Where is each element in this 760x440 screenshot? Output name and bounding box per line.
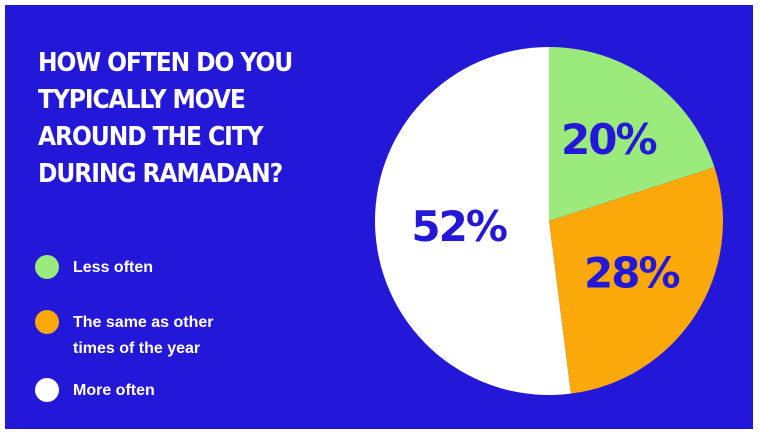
pie-slice-less-often [549, 47, 715, 221]
chart-title: HOW OFTEN DO YOU TYPICALLY MOVE AROUND T… [38, 48, 293, 189]
legend-swatch-same [35, 310, 59, 334]
legend-swatch-more-often [35, 378, 59, 402]
pie-slice-same [549, 167, 723, 394]
legend-label-less-often: Less often [73, 259, 154, 276]
legend-swatch-less-often [35, 255, 59, 279]
legend-item-more-often: More often [35, 378, 253, 404]
pie-label-less-often: 20% [561, 115, 656, 164]
legend-item-same: The same as other times of the year [35, 310, 253, 362]
pie-label-more-often: 52% [411, 202, 506, 251]
legend-label-more-often: More often [73, 382, 155, 399]
legend-item-less-often: Less often [35, 255, 253, 281]
pie-chart: 20% 28% 52% [375, 47, 723, 395]
pie-slice-more-often [375, 47, 571, 395]
pie-svg: 20% 28% 52% [375, 47, 723, 395]
pie-label-same: 28% [584, 249, 679, 298]
legend-label-same: The same as other times of the year [73, 314, 214, 357]
chart-card: HOW OFTEN DO YOU TYPICALLY MOVE AROUND T… [5, 5, 753, 429]
